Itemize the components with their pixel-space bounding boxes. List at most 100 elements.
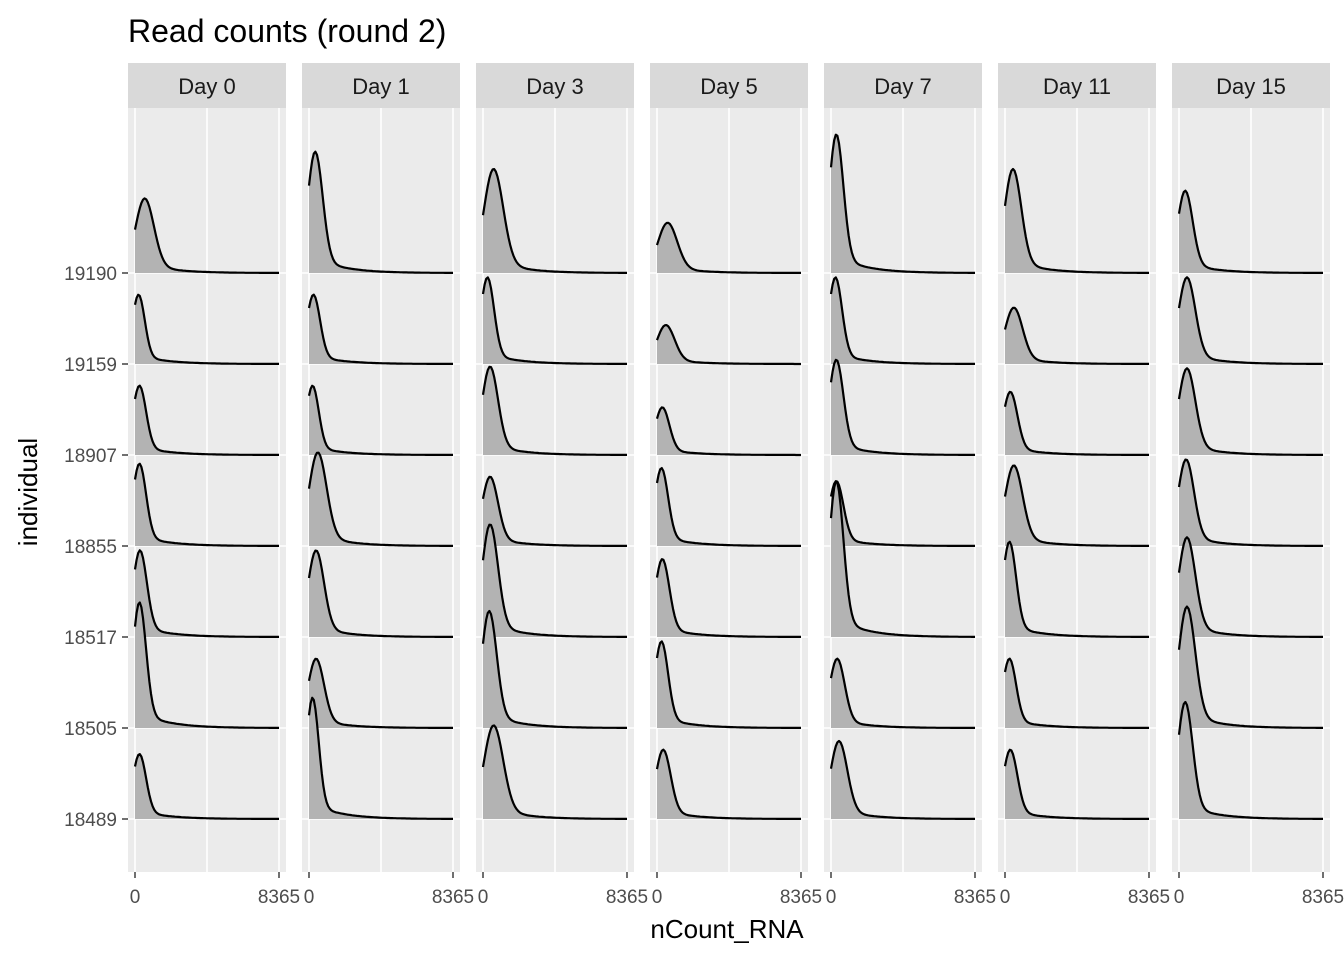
x-tick-label-day-15-0: 0	[1174, 887, 1185, 908]
ridge-line-day-7-18855	[829, 480, 975, 547]
x-tick-label-day-7-1: 8365	[954, 887, 996, 908]
ridge-fill-day-7-18505	[831, 658, 975, 728]
ridge-line-day-15-18907	[1177, 367, 1323, 456]
ridge-line-day-7-18489	[829, 739, 975, 820]
x-tick-label-day-3-0: 0	[478, 887, 489, 908]
ridge-line-day-11-18907	[1003, 390, 1149, 456]
ridge-line-day-1-19190	[307, 150, 453, 274]
x-tick-label-day-0-1: 8365	[258, 887, 300, 908]
strip-day-11	[998, 63, 1156, 108]
ridge-line-day-3-18489	[481, 724, 627, 820]
ridge-line-day-11-18855	[1003, 464, 1149, 547]
ridge-fill-day-7-19190	[831, 134, 975, 273]
ridge-line-day-11-18505	[1003, 657, 1149, 729]
x-tick-label-day-11-1: 8365	[1128, 887, 1170, 908]
y-tick-label-18505: 18505	[64, 719, 117, 740]
panel-day-1: Day 1 0 8365	[302, 63, 474, 908]
strip-label-day-0: Day 0	[178, 74, 235, 99]
ridge-line-day-1-18489	[307, 696, 453, 820]
ridge-line-day-3-18855	[481, 475, 627, 547]
ridge-fill-day-11-19159	[1005, 307, 1149, 364]
panel-day-0: Day 0 0 8365	[128, 63, 300, 908]
ridge-fill-day-1-18517	[309, 550, 453, 637]
ridge-line-day-3-19190	[481, 168, 627, 274]
ridge-fill-day-15-19159	[1179, 277, 1323, 364]
ridge-line-day-15-18505	[1177, 605, 1323, 729]
strip-day-3	[476, 63, 634, 108]
strip-label-day-5: Day 5	[700, 74, 757, 99]
x-axis-title: nCount_RNA	[650, 914, 804, 944]
ridge-line-day-5-19159	[655, 324, 801, 366]
strip-label-day-3: Day 3	[526, 74, 583, 99]
ridge-fill-day-3-18517	[483, 524, 627, 637]
ridge-fill-day-0-18517	[135, 550, 279, 637]
ridge-line-day-5-18855	[655, 467, 801, 547]
ridge-fill-day-3-18505	[483, 611, 627, 728]
ridge-line-day-15-18517	[1177, 536, 1323, 638]
ridge-fill-day-15-18907	[1179, 368, 1323, 455]
panel-day-15: Day 15 0 8365	[1172, 63, 1344, 908]
y-tick-label-19190: 19190	[64, 264, 117, 285]
ridge-fill-day-15-19190	[1179, 190, 1323, 273]
ridge-fill-day-5-18505	[657, 641, 801, 728]
ridge-fill-day-3-18907	[483, 366, 627, 455]
chart-title: Read counts (round 2)	[128, 13, 446, 49]
strip-day-5	[650, 63, 808, 108]
ridge-fill-day-5-18855	[657, 468, 801, 546]
ridge-line-day-1-18907	[307, 384, 453, 456]
ridge-line-day-15-18855	[1177, 458, 1323, 547]
x-tick-label-day-1-0: 0	[304, 887, 315, 908]
ridge-fill-day-3-19159	[483, 277, 627, 364]
strip-label-day-1: Day 1	[352, 74, 409, 99]
x-tick-label-day-5-1: 8365	[780, 887, 822, 908]
ridge-line-day-0-18855	[133, 462, 279, 547]
ridge-line-day-11-19190	[1003, 167, 1149, 274]
ridge-line-day-0-18907	[133, 384, 279, 456]
ridge-fill-day-7-19159	[831, 277, 975, 364]
ridge-fill-day-5-18907	[657, 407, 801, 455]
strip-day-7	[824, 63, 982, 108]
x-tick-label-day-11-0: 0	[1000, 887, 1011, 908]
ridge-fill-day-1-18505	[309, 658, 453, 728]
ridge-fill-day-7-18517	[831, 481, 975, 637]
ridge-fill-day-0-18855	[135, 463, 279, 546]
ridge-line-day-15-19190	[1177, 189, 1323, 274]
ridge-fill-day-0-18489	[135, 754, 279, 819]
ridge-line-day-1-19159	[307, 293, 453, 365]
ridge-fill-day-5-18517	[657, 559, 801, 637]
panel-day-3: Day 3 0 8365	[476, 63, 648, 908]
ridge-line-day-0-18489	[133, 753, 279, 820]
ridge-line-day-5-18907	[655, 406, 801, 457]
strip-label-day-11: Day 11	[1043, 74, 1111, 99]
ridge-fill-day-5-19159	[657, 325, 801, 364]
x-tick-label-day-5-0: 0	[652, 887, 663, 908]
ridge-line-day-11-19159	[1003, 306, 1149, 365]
y-tick-label-18517: 18517	[64, 628, 117, 649]
ridge-fill-day-5-18489	[657, 749, 801, 819]
ridge-fill-day-11-18505	[1005, 658, 1149, 728]
strip-label-day-15: Day 15	[1216, 74, 1286, 99]
strip-label-day-7: Day 7	[874, 74, 931, 99]
ridge-fill-day-1-18489	[309, 697, 453, 819]
ridge-line-day-7-19190	[829, 133, 975, 274]
ridge-line-day-1-18517	[307, 549, 453, 638]
y-axis-title: individual	[13, 438, 43, 546]
ridge-fill-day-15-18489	[1179, 702, 1323, 819]
ridge-fill-day-0-19159	[135, 294, 279, 364]
y-tick-label-18489: 18489	[64, 810, 117, 831]
ridge-line-day-3-18517	[481, 523, 627, 638]
ridge-fill-day-0-18907	[135, 385, 279, 455]
ridge-line-day-5-18517	[655, 558, 801, 638]
ridge-line-day-7-19159	[829, 276, 975, 365]
ridge-fill-day-7-18907	[831, 359, 975, 455]
ridge-line-day-7-18907	[829, 358, 975, 456]
ridge-fill-day-15-18517	[1179, 537, 1323, 637]
ridge-fill-day-11-19190	[1005, 169, 1149, 273]
ridge-fill-day-0-18505	[135, 602, 279, 728]
ridge-fill-day-3-18855	[483, 476, 627, 546]
ridge-fill-day-1-19159	[309, 294, 453, 364]
ridge-fill-day-11-18517	[1005, 541, 1149, 637]
ridge-line-day-5-19190	[655, 221, 801, 274]
